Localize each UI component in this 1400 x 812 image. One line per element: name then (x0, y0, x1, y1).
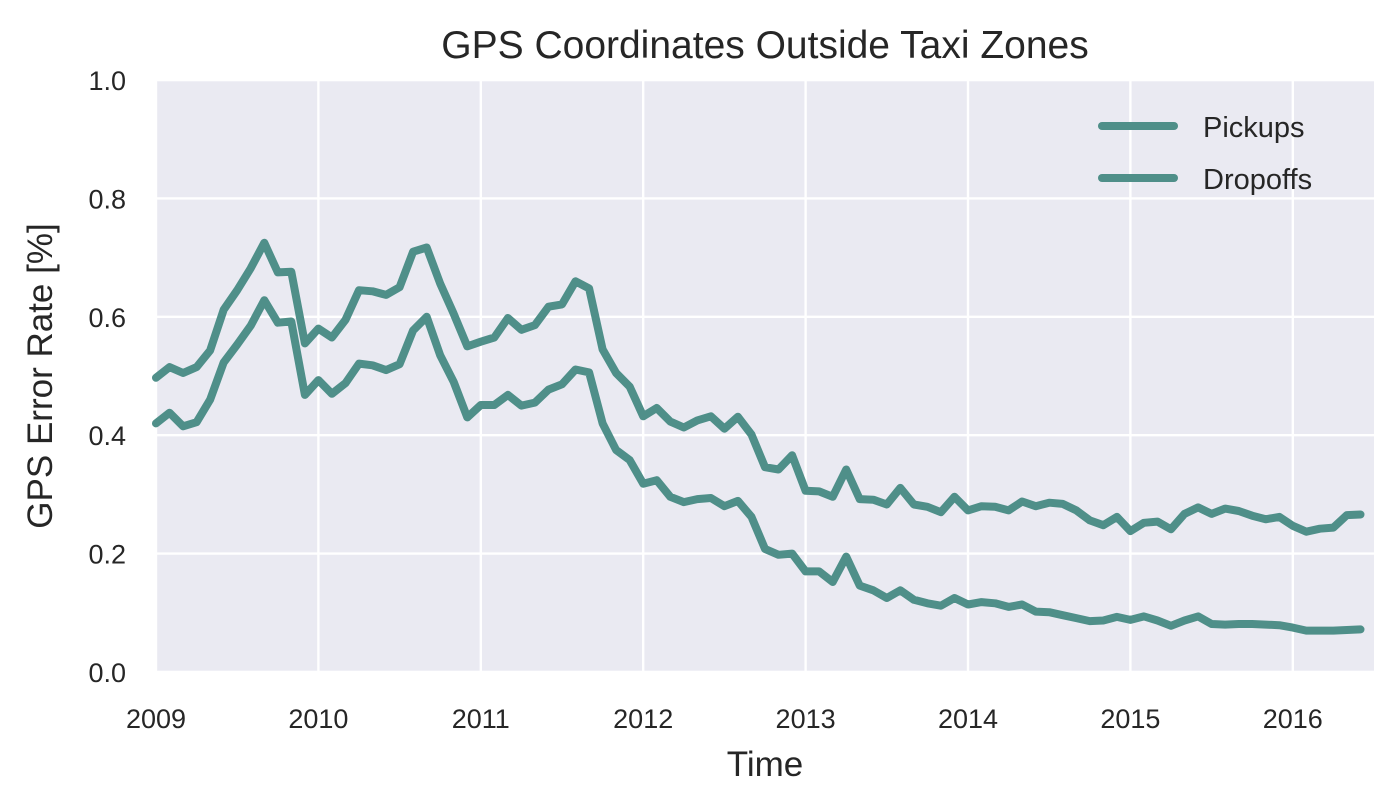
series-layer (152, 238, 1365, 635)
y-tick-label: 1.0 (88, 66, 126, 96)
y-tick-labels: 0.0 0.2 0.4 0.6 0.8 1.0 (88, 66, 126, 688)
y-tick-label: 0.0 (88, 658, 126, 688)
plot-area (156, 80, 1374, 672)
x-tick-label: 2012 (613, 704, 673, 734)
series-line-pickups (152, 238, 1365, 536)
y-axis-label: GPS Error Rate [%] (21, 223, 60, 528)
x-tick-label: 2010 (288, 704, 348, 734)
legend-label-dropoffs: Dropoffs (1203, 164, 1312, 196)
chart-title: GPS Coordinates Outside Taxi Zones (441, 24, 1088, 67)
x-axis-label: Time (727, 745, 803, 784)
y-tick-label: 0.6 (88, 303, 126, 333)
legend-label-pickups: Pickups (1203, 112, 1305, 144)
series-line-dropoffs (152, 296, 1365, 635)
y-tick-label: 0.4 (88, 421, 126, 451)
x-tick-label: 2016 (1263, 704, 1323, 734)
x-tick-label: 2013 (776, 704, 836, 734)
y-tick-label: 0.8 (88, 184, 126, 214)
x-tick-label: 2009 (126, 704, 186, 734)
x-tick-label: 2015 (1100, 704, 1160, 734)
x-tick-label: 2011 (452, 704, 510, 734)
legend: Pickups Dropoffs (1098, 112, 1312, 196)
x-tick-label: 2014 (938, 704, 998, 734)
y-grid (156, 78, 1374, 674)
y-tick-label: 0.2 (88, 540, 126, 570)
x-tick-labels: 2009 2010 2011 2012 2013 2014 2015 2016 (126, 704, 1323, 734)
